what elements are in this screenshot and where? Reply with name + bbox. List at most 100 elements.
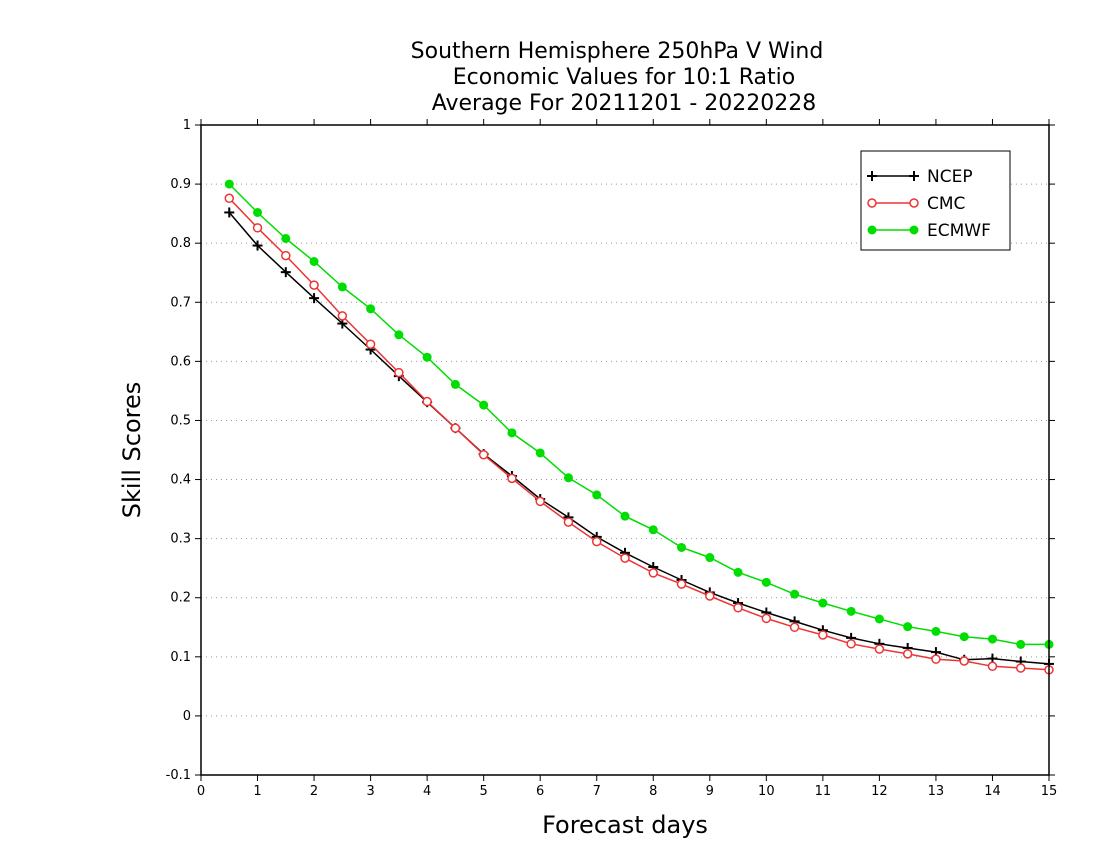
data-point [365, 339, 376, 349]
data-point [620, 553, 630, 563]
x-tick-label: 6 [536, 784, 544, 799]
data-point [281, 233, 291, 243]
data-point [867, 225, 877, 235]
y-tick-label: 0 [183, 709, 191, 724]
series-line [228, 197, 1050, 671]
legend: NCEP CMC ECMWF [860, 150, 1011, 251]
y-tick-label: 0.3 [170, 532, 191, 547]
series-ncep [224, 207, 1054, 669]
data-point [337, 311, 348, 321]
y-tick-label: 0.4 [170, 473, 191, 488]
data-point [761, 613, 772, 624]
data-point [705, 591, 715, 601]
data-point [394, 330, 404, 340]
y-tick-label: 0.7 [170, 295, 191, 310]
legend-item-ncep: NCEP [867, 167, 973, 187]
legend-label: NCEP [927, 167, 973, 187]
data-point [648, 525, 658, 535]
data-point [733, 603, 743, 613]
data-point [422, 396, 432, 407]
legend-item-ecmwf: ECMWF [867, 221, 991, 241]
data-point [507, 473, 517, 484]
series-line [228, 183, 1049, 646]
data-point [394, 367, 404, 378]
x-tick-label: 10 [758, 784, 775, 799]
data-point [676, 579, 687, 589]
data-point [761, 577, 771, 587]
y-tick-label: -0.1 [166, 768, 191, 783]
series-layer [224, 179, 1054, 675]
data-point [874, 614, 884, 624]
y-tick-label: 1 [183, 118, 191, 133]
data-point [790, 589, 800, 599]
data-point [507, 428, 517, 438]
data-point [366, 304, 376, 314]
data-point [909, 225, 919, 235]
x-tick-label: 15 [1041, 784, 1058, 799]
data-point [987, 661, 998, 672]
data-point [422, 352, 432, 362]
data-point [450, 379, 460, 389]
y-tick-label: 0.5 [170, 413, 191, 428]
x-tick-label: 0 [197, 784, 205, 799]
data-point [592, 490, 602, 500]
y-tick-label: 0.1 [170, 650, 191, 665]
legend-label: ECMWF [927, 221, 991, 241]
series-cmc [224, 193, 1054, 675]
data-point [846, 639, 856, 649]
x-axis-label: Forecast days [542, 811, 708, 839]
data-point [450, 423, 461, 433]
data-point [909, 171, 919, 181]
data-point [224, 207, 235, 218]
data-point [1015, 663, 1026, 673]
x-tick-label: 1 [253, 784, 261, 799]
data-point [224, 193, 235, 204]
data-point [677, 543, 687, 552]
data-point [1016, 639, 1026, 649]
data-point [281, 250, 291, 261]
data-point [253, 207, 263, 217]
data-point [874, 644, 885, 654]
data-point [224, 179, 234, 189]
title-line-2: Economic Values for 10:1 Ratio [453, 65, 795, 90]
x-tick-label: 13 [928, 784, 945, 799]
data-point [818, 598, 828, 608]
data-point [563, 473, 573, 483]
data-point [902, 649, 913, 659]
x-tick-label: 2 [310, 784, 318, 799]
data-point [789, 622, 800, 633]
data-point [867, 171, 877, 181]
data-point [309, 280, 319, 290]
y-tick-label: 0.9 [170, 177, 191, 192]
data-point [309, 293, 320, 304]
data-point [563, 517, 574, 527]
y-tick-label: 0.6 [170, 354, 191, 369]
y-tick-label: 0.8 [170, 236, 191, 251]
x-tick-label: 11 [815, 784, 832, 799]
data-point [535, 448, 545, 458]
data-point [959, 656, 969, 666]
data-point [620, 511, 630, 521]
data-point [252, 223, 263, 233]
series-line [228, 212, 1050, 665]
plot-frame [200, 124, 1050, 776]
x-tick-label: 9 [706, 784, 714, 799]
data-point [280, 267, 291, 278]
series-ecmwf [224, 179, 1054, 649]
legend-item-cmc: CMC [867, 194, 965, 214]
data-point [591, 536, 602, 547]
data-point [309, 257, 319, 266]
data-point [903, 622, 913, 632]
data-point [931, 626, 941, 636]
x-tick-label: 12 [871, 784, 888, 799]
data-point [478, 449, 489, 460]
data-point [931, 654, 941, 664]
data-point [909, 198, 919, 208]
title-line-3: Average For 20211201 - 20220228 [432, 91, 817, 116]
title-line-1: Southern Hemisphere 250hPa V Wind [411, 39, 824, 64]
axis-ticks: -0.100.10.20.30.40.50.60.70.80.910 1 2 3 4 5 6… [166, 118, 1058, 799]
x-tick-label: 7 [593, 784, 601, 799]
data-point [867, 198, 877, 208]
x-tick-label: 8 [649, 784, 657, 799]
data-point [252, 240, 263, 251]
